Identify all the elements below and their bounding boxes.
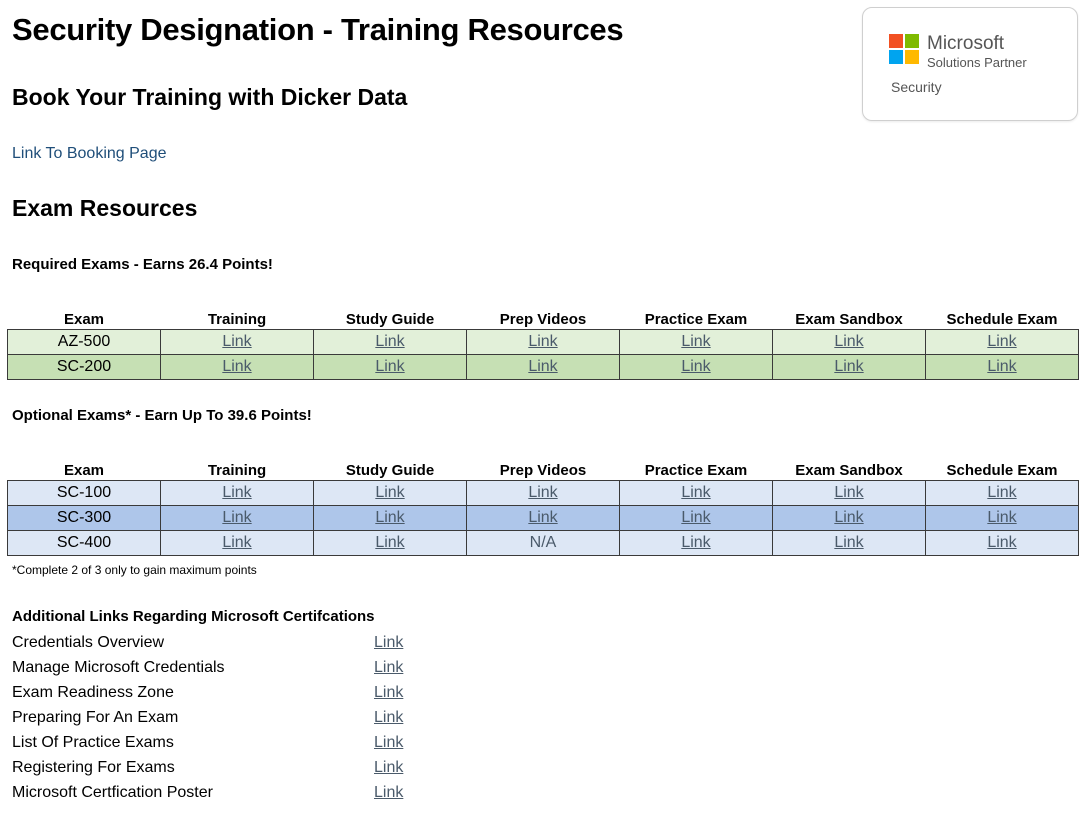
training-link[interactable]: Link — [222, 509, 252, 526]
preparing-for-exam-link[interactable]: Link — [374, 709, 404, 726]
optional-exams-heading: Optional Exams* - Earn Up To 39.6 Points… — [12, 407, 312, 424]
partner-badge: Microsoft Solutions Partner Security — [862, 7, 1078, 121]
exam-code: AZ-500 — [7, 329, 161, 355]
list-item: Registering For Exams Link — [12, 759, 532, 784]
exam-code: SC-300 — [7, 505, 161, 531]
column-header: Study Guide — [345, 311, 435, 328]
practice-exam-link[interactable]: Link — [681, 509, 711, 526]
table-row: SC-400 Link Link N/A Link Link Link — [7, 530, 1079, 556]
training-link[interactable]: Link — [222, 484, 252, 501]
prep-videos-na: N/A — [529, 534, 557, 551]
required-exams-table: Exam Training Study Guide Prep Videos Pr… — [7, 304, 1079, 380]
additional-link-label: Exam Readiness Zone — [12, 684, 174, 701]
schedule-exam-link[interactable]: Link — [987, 333, 1017, 350]
list-item: List Of Practice Exams Link — [12, 734, 532, 759]
page-title: Security Designation - Training Resource… — [12, 12, 624, 47]
table-row: AZ-500 Link Link Link Link Link Link — [7, 329, 1079, 355]
booking-page-link[interactable]: Link To Booking Page — [12, 145, 167, 162]
column-header: Training — [207, 311, 267, 328]
schedule-exam-link[interactable]: Link — [987, 484, 1017, 501]
column-header: Prep Videos — [499, 311, 587, 328]
column-header: Exam — [63, 462, 105, 479]
badge-program: Solutions Partner — [927, 55, 1027, 70]
column-header: Practice Exam — [644, 462, 748, 479]
additional-links-heading: Additional Links Regarding Microsoft Cer… — [12, 608, 375, 625]
prep-videos-link[interactable]: Link — [528, 333, 558, 350]
column-header: Schedule Exam — [946, 462, 1058, 479]
additional-link-label: Credentials Overview — [12, 634, 165, 651]
additional-link-label: Manage Microsoft Credentials — [12, 659, 225, 676]
list-item: Microsoft Certfication Poster Link — [12, 784, 532, 809]
registering-for-exams-link[interactable]: Link — [374, 759, 404, 776]
column-header: Schedule Exam — [946, 311, 1058, 328]
study-guide-link[interactable]: Link — [375, 534, 405, 551]
optional-header-row: Exam Training Study Guide Prep Videos Pr… — [8, 455, 1079, 481]
table-row: SC-100 Link Link Link Link Link Link — [7, 480, 1079, 506]
exam-code: SC-400 — [7, 530, 161, 556]
column-header: Practice Exam — [644, 311, 748, 328]
training-link[interactable]: Link — [222, 358, 252, 375]
training-link[interactable]: Link — [222, 534, 252, 551]
microsoft-logo-icon — [889, 34, 919, 64]
additional-link-label: Microsoft Certfication Poster — [12, 784, 213, 801]
exam-sandbox-link[interactable]: Link — [834, 534, 864, 551]
exam-resources-heading: Exam Resources — [12, 195, 198, 221]
practice-exam-link[interactable]: Link — [681, 358, 711, 375]
exam-readiness-zone-link[interactable]: Link — [374, 684, 404, 701]
booking-heading: Book Your Training with Dicker Data — [12, 84, 408, 110]
practice-exams-list-link[interactable]: Link — [374, 734, 404, 751]
exam-sandbox-link[interactable]: Link — [834, 333, 864, 350]
badge-brand: Microsoft — [927, 33, 1005, 54]
exam-sandbox-link[interactable]: Link — [834, 484, 864, 501]
column-header: Exam — [63, 311, 105, 328]
training-link[interactable]: Link — [222, 333, 252, 350]
prep-videos-link[interactable]: Link — [528, 509, 558, 526]
additional-link-label: List Of Practice Exams — [12, 734, 174, 751]
exam-code: SC-100 — [7, 480, 161, 506]
certification-poster-link[interactable]: Link — [374, 784, 404, 801]
column-header: Exam Sandbox — [795, 462, 903, 479]
list-item: Manage Microsoft Credentials Link — [12, 659, 532, 684]
exam-sandbox-link[interactable]: Link — [834, 509, 864, 526]
required-header-row: Exam Training Study Guide Prep Videos Pr… — [8, 304, 1079, 330]
prep-videos-link[interactable]: Link — [528, 358, 558, 375]
study-guide-link[interactable]: Link — [375, 333, 405, 350]
optional-footnote: *Complete 2 of 3 only to gain maximum po… — [12, 563, 257, 577]
table-row: SC-200 Link Link Link Link Link Link — [7, 354, 1079, 380]
column-header: Study Guide — [345, 462, 435, 479]
credentials-overview-link[interactable]: Link — [374, 634, 404, 651]
table-row: SC-300 Link Link Link Link Link Link — [7, 505, 1079, 531]
list-item: Preparing For An Exam Link — [12, 709, 532, 734]
schedule-exam-link[interactable]: Link — [987, 509, 1017, 526]
list-item: Exam Readiness Zone Link — [12, 684, 532, 709]
badge-designation: Security — [891, 79, 942, 95]
exam-code: SC-200 — [7, 354, 161, 380]
practice-exam-link[interactable]: Link — [681, 333, 711, 350]
column-header: Prep Videos — [499, 462, 587, 479]
additional-link-label: Registering For Exams — [12, 759, 175, 776]
required-exams-heading: Required Exams - Earns 26.4 Points! — [12, 256, 273, 273]
practice-exam-link[interactable]: Link — [681, 534, 711, 551]
study-guide-link[interactable]: Link — [375, 484, 405, 501]
additional-link-label: Preparing For An Exam — [12, 709, 179, 726]
exam-sandbox-link[interactable]: Link — [834, 358, 864, 375]
manage-credentials-link[interactable]: Link — [374, 659, 404, 676]
column-header: Exam Sandbox — [795, 311, 903, 328]
study-guide-link[interactable]: Link — [375, 358, 405, 375]
optional-exams-table: Exam Training Study Guide Prep Videos Pr… — [7, 455, 1079, 556]
practice-exam-link[interactable]: Link — [681, 484, 711, 501]
schedule-exam-link[interactable]: Link — [987, 534, 1017, 551]
column-header: Training — [207, 462, 267, 479]
prep-videos-link[interactable]: Link — [528, 484, 558, 501]
list-item: Credentials Overview Link — [12, 634, 532, 659]
study-guide-link[interactable]: Link — [375, 509, 405, 526]
schedule-exam-link[interactable]: Link — [987, 358, 1017, 375]
